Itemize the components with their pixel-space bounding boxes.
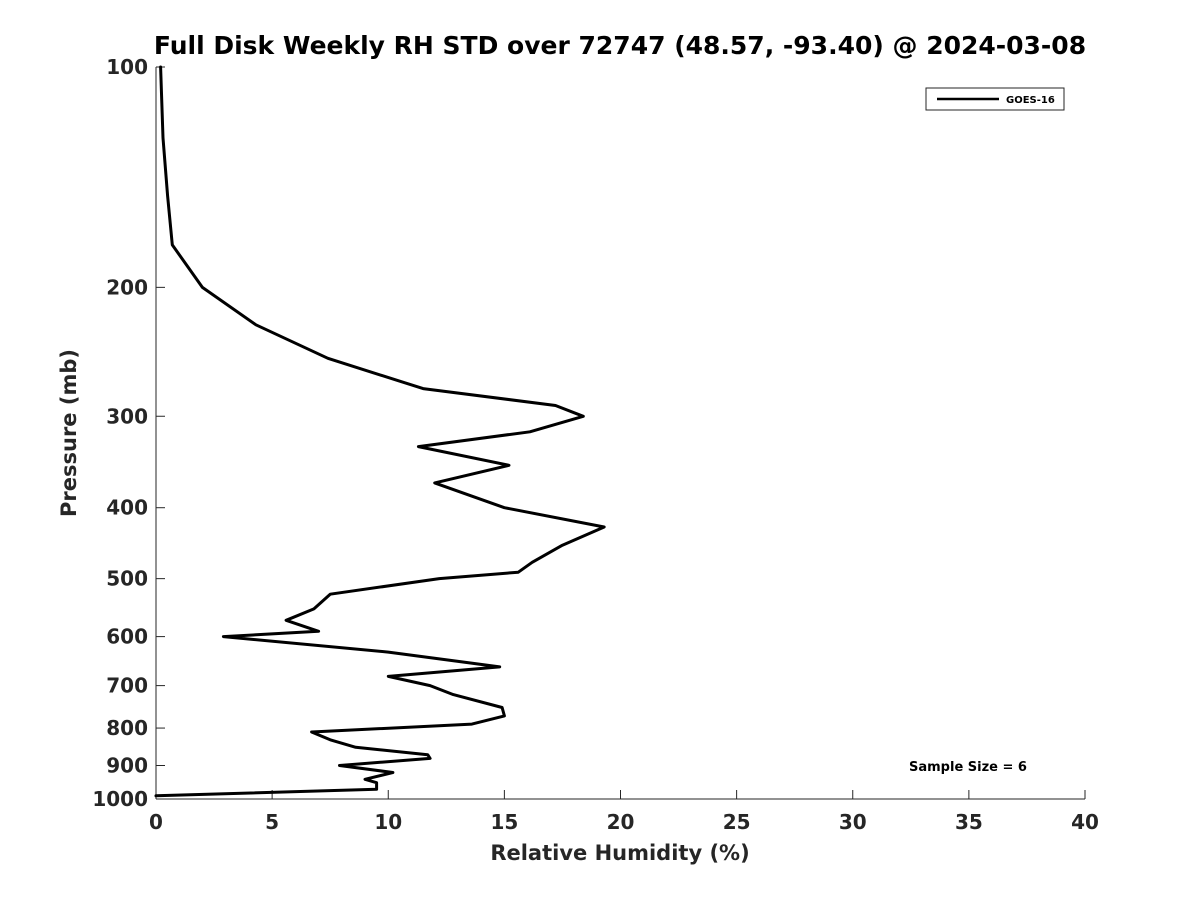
x-axis-ticks: 0 5 10 15 20 25 30 35 40 <box>149 790 1099 834</box>
x-tick-label: 40 <box>1071 810 1099 834</box>
x-tick-label: 5 <box>265 810 279 834</box>
x-axis-label: Relative Humidity (%) <box>490 841 749 865</box>
y-tick-label: 1000 <box>92 787 148 811</box>
x-tick-label: 15 <box>490 810 518 834</box>
x-tick-label: 20 <box>607 810 635 834</box>
x-tick-label: 35 <box>955 810 983 834</box>
y-tick-label: 300 <box>106 404 148 428</box>
y-axis-label: Pressure (mb) <box>57 349 81 517</box>
y-tick-label: 900 <box>106 754 148 778</box>
legend-label-goes-16: GOES-16 <box>1006 95 1055 106</box>
x-tick-label: 10 <box>374 810 402 834</box>
series-line-goes-16 <box>154 65 606 798</box>
x-tick-label: 25 <box>723 810 751 834</box>
y-tick-label: 500 <box>106 567 148 591</box>
series-layer <box>154 65 606 798</box>
y-tick-label: 700 <box>106 674 148 698</box>
chart-title: Full Disk Weekly RH STD over 72747 (48.5… <box>154 31 1086 60</box>
sample-size-annotation: Sample Size = 6 <box>909 760 1027 775</box>
x-tick-label: 30 <box>839 810 867 834</box>
y-axis-ticks: 100 200 300 400 500 600 700 800 900 1000 <box>92 55 165 811</box>
y-tick-label: 200 <box>106 275 148 299</box>
legend: GOES-16 <box>925 87 1065 111</box>
y-tick-label: 800 <box>106 716 148 740</box>
y-tick-label: 400 <box>106 496 148 520</box>
y-tick-label: 600 <box>106 625 148 649</box>
x-tick-label: 0 <box>149 810 163 834</box>
y-tick-label: 100 <box>106 55 148 79</box>
